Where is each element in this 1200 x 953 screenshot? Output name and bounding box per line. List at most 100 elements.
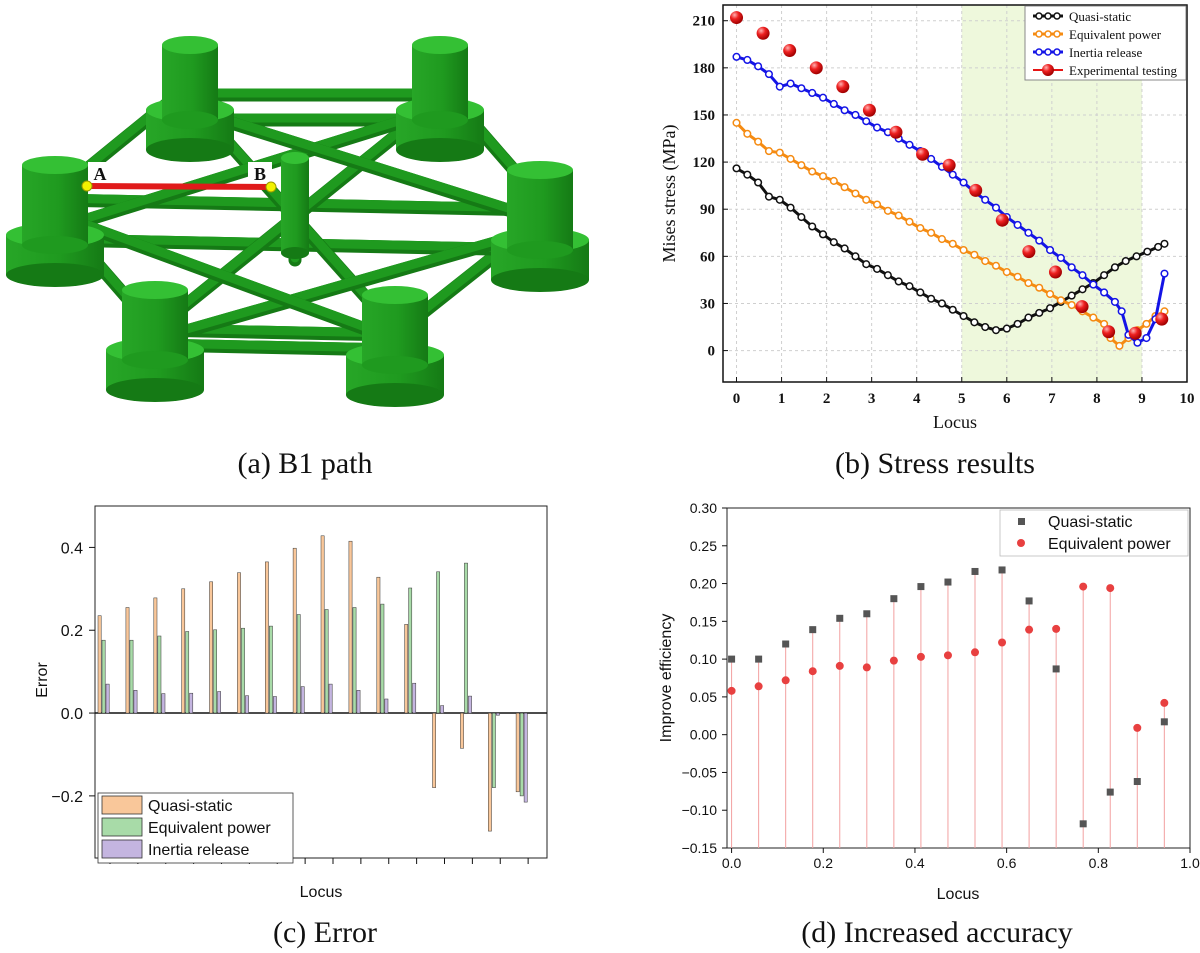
legend-swatch-marker bbox=[1053, 30, 1061, 38]
x-tick-label: 1 bbox=[778, 391, 786, 407]
bar bbox=[356, 690, 361, 714]
x-tick-label: 2 bbox=[823, 391, 831, 407]
data-point bbox=[1142, 333, 1151, 343]
label-b: B bbox=[254, 164, 266, 184]
data-point bbox=[1133, 338, 1142, 347]
data-point bbox=[732, 52, 741, 61]
data-point bbox=[754, 137, 763, 146]
pillar-collar-bottom bbox=[106, 378, 204, 402]
pillar-ring bbox=[122, 351, 188, 369]
data-point bbox=[786, 79, 795, 88]
data-point bbox=[836, 80, 850, 94]
data-point bbox=[808, 167, 817, 176]
data-point bbox=[851, 252, 860, 261]
pillar-top bbox=[22, 156, 88, 174]
bar bbox=[157, 635, 162, 714]
bar bbox=[292, 547, 297, 714]
x-tick-label: 7 bbox=[1048, 391, 1056, 407]
data-point bbox=[1110, 297, 1119, 306]
pillar-body bbox=[412, 45, 468, 120]
data-point bbox=[981, 322, 990, 332]
stress-results-chart: 0 1 2 3 4 5 6 7 8 9 10 0 30 60 90 120 150 180 210 Locus Mise… bbox=[659, 4, 1195, 432]
y-tick-label: 90 bbox=[700, 202, 715, 218]
data-point bbox=[1117, 307, 1126, 316]
data-point bbox=[754, 178, 763, 187]
data-point bbox=[1035, 308, 1044, 317]
data-point bbox=[781, 676, 790, 685]
data-point bbox=[1106, 584, 1115, 593]
data-point bbox=[1013, 319, 1022, 328]
data-point bbox=[755, 655, 763, 663]
data-point bbox=[1046, 289, 1055, 299]
data-point bbox=[1160, 698, 1169, 707]
pillar-collar-bottom bbox=[396, 138, 484, 162]
x-tick-label: 3 bbox=[868, 391, 876, 407]
data-point bbox=[1102, 325, 1116, 339]
center-column-bottom bbox=[281, 247, 309, 259]
pillar-ring bbox=[412, 111, 468, 129]
y-tick-label: 150 bbox=[693, 108, 716, 124]
data-point bbox=[998, 566, 1006, 574]
data-point bbox=[783, 44, 797, 58]
bar bbox=[376, 576, 381, 714]
data-point bbox=[730, 11, 744, 25]
data-point bbox=[1110, 263, 1119, 272]
data-point bbox=[1002, 267, 1011, 277]
y-tick-label: 60 bbox=[700, 249, 715, 265]
bar bbox=[523, 712, 528, 803]
pillar-body bbox=[162, 45, 218, 120]
data-point bbox=[883, 271, 892, 280]
data-point bbox=[927, 294, 936, 303]
x-tick-label: 0.8 bbox=[1089, 855, 1109, 871]
bar bbox=[408, 587, 413, 714]
data-point bbox=[937, 299, 946, 308]
series-inertia-release bbox=[732, 52, 1169, 347]
pillar-body bbox=[22, 165, 88, 245]
data-point bbox=[1160, 239, 1169, 248]
legend-swatch-marker bbox=[1044, 48, 1052, 56]
data-point bbox=[862, 260, 871, 269]
x-axis-title: Locus bbox=[300, 884, 343, 901]
bar bbox=[269, 625, 273, 714]
data-point bbox=[970, 318, 979, 327]
x-tick-label: 9 bbox=[1138, 391, 1146, 407]
data-point bbox=[959, 311, 968, 321]
legend-swatch-marker bbox=[1035, 48, 1043, 56]
legend: Quasi-static Equivalent power Inertia rele… bbox=[1024, 5, 1187, 81]
data-point bbox=[835, 661, 844, 670]
data-point bbox=[1133, 778, 1141, 786]
data-point bbox=[916, 224, 925, 233]
pillar-top bbox=[362, 286, 428, 304]
data-point bbox=[905, 282, 914, 291]
bar bbox=[412, 682, 417, 714]
y-tick-label: 120 bbox=[693, 155, 716, 171]
label-a: A bbox=[94, 164, 107, 184]
data-point bbox=[1067, 263, 1076, 272]
data-point bbox=[1024, 278, 1033, 288]
data-point bbox=[764, 192, 773, 201]
data-point bbox=[905, 140, 914, 149]
data-point bbox=[1100, 288, 1109, 297]
y-axis-title: Improve efficiency bbox=[658, 614, 675, 743]
x-tick-label: 0.6 bbox=[997, 855, 1017, 871]
bar bbox=[300, 686, 305, 714]
legend-box bbox=[999, 509, 1189, 557]
legend-label: Inertia release bbox=[1069, 45, 1142, 60]
data-point bbox=[764, 147, 773, 156]
x-tick-label: 0.4 bbox=[905, 855, 925, 871]
y-axis-title: Mises stress (MPa) bbox=[659, 124, 680, 262]
bar bbox=[496, 712, 500, 716]
pillar-ring bbox=[162, 111, 218, 129]
bar bbox=[217, 691, 221, 714]
bar bbox=[352, 607, 357, 714]
data-point bbox=[1143, 247, 1152, 256]
data-point bbox=[756, 26, 770, 40]
data-point bbox=[1115, 341, 1124, 350]
y-tick-label: 0 bbox=[708, 344, 716, 360]
data-point bbox=[1078, 271, 1087, 280]
pillar-body bbox=[507, 170, 573, 250]
bar bbox=[237, 572, 241, 714]
data-point bbox=[948, 239, 957, 248]
